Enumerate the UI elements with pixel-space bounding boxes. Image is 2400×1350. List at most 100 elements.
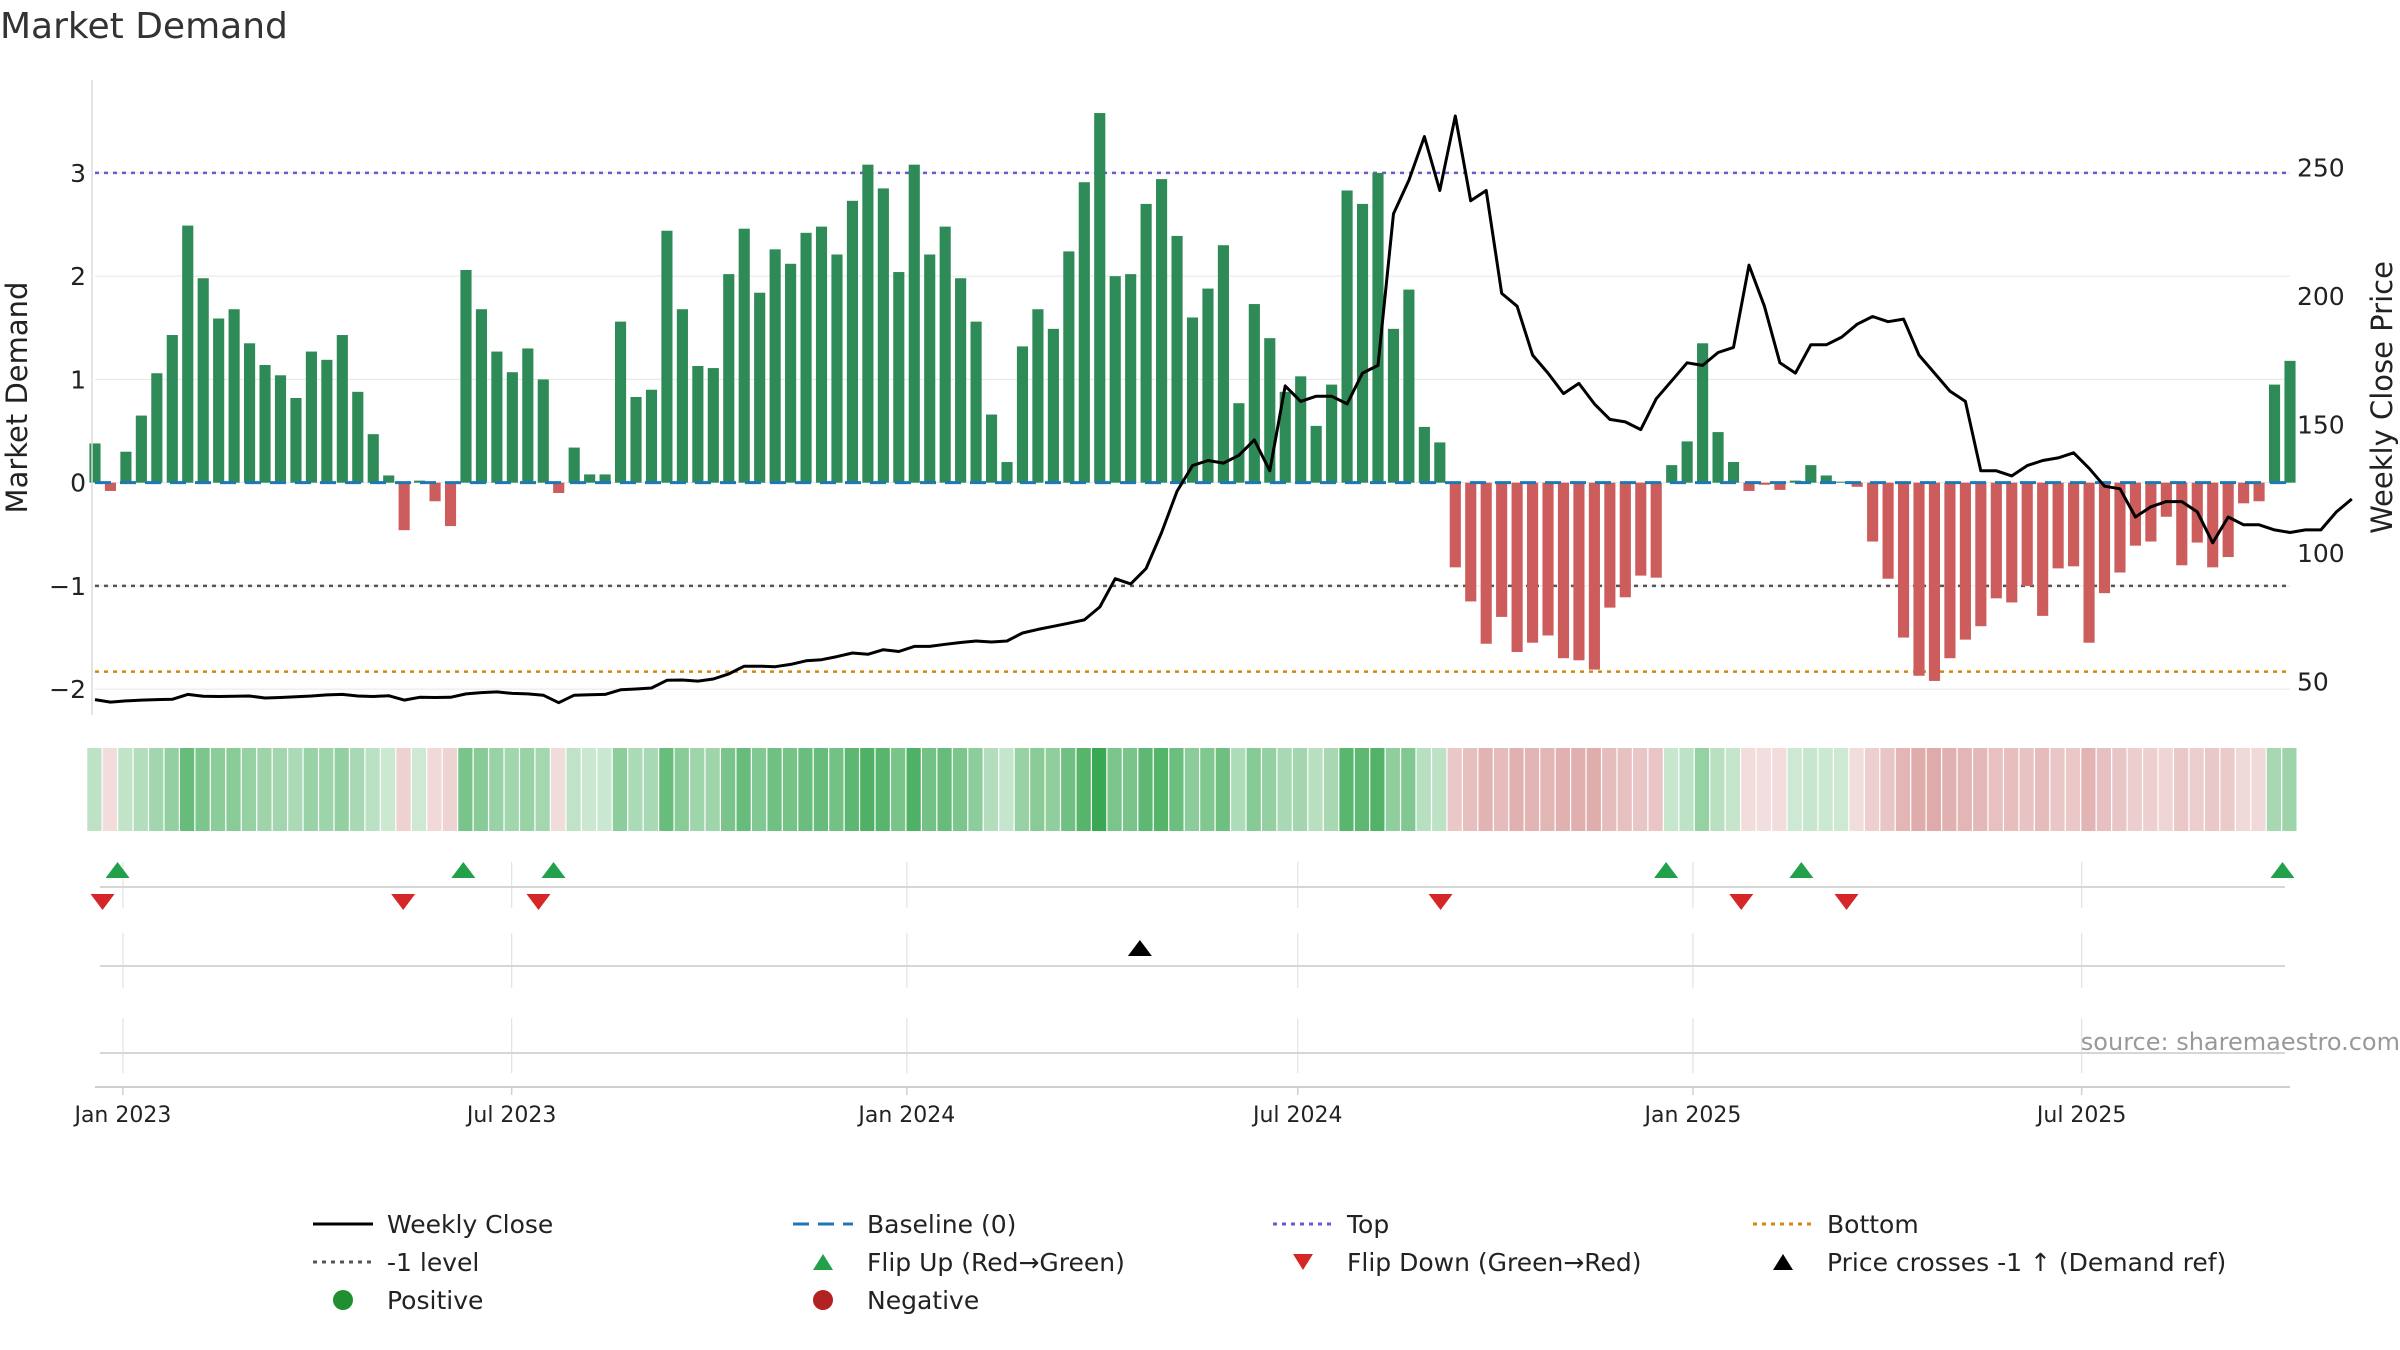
heat-strip-cell (365, 748, 380, 831)
heat-strip-cell (87, 748, 102, 831)
flip-down-marker (526, 894, 551, 910)
demand-bar (908, 164, 920, 483)
heat-strip-cell (1942, 748, 1957, 831)
legend-label: Flip Down (Green→Red) (1347, 1247, 1642, 1277)
heat-strip-cell (1849, 748, 1864, 831)
demand-bar (2253, 482, 2265, 502)
demand-bar (1588, 482, 1600, 670)
heat-strip-cell (1432, 748, 1447, 831)
heat-strip-cell (102, 748, 117, 831)
legend-item-cross: Price crosses -1 ↑ (Demand ref) (1753, 1243, 2226, 1281)
demand-bar (955, 278, 967, 483)
heat-strip-cell (1756, 748, 1771, 831)
price-line-layer (94, 114, 2353, 705)
heat-strip-cell (396, 748, 411, 831)
heat-strip-cell (1926, 748, 1941, 831)
axes: −2 −1 0 1 2 3 50 100 150 200 250 Market Demand Weekl… (0, 80, 2399, 1128)
demand-bar (1913, 482, 1925, 676)
heat-strip-cell (875, 748, 890, 831)
legend-swatch (313, 1260, 373, 1264)
demand-bar (1867, 482, 1879, 542)
legend-item-negative: Negative (793, 1281, 979, 1319)
demand-bar (1418, 426, 1430, 483)
heat-strip-cell (1231, 748, 1246, 831)
demand-bar (537, 379, 549, 483)
heat-strip-cell (2158, 748, 2173, 831)
heat-strip-cell (659, 748, 674, 831)
demand-bar (1202, 288, 1214, 483)
heat-strip-cell (535, 748, 550, 831)
heat-strip-cell (118, 748, 133, 831)
heat-strip-cell (721, 748, 736, 831)
heat-strip-cell (1957, 748, 1972, 831)
demand-bar (120, 451, 132, 483)
flip-down-marker (1834, 894, 1859, 910)
legend-item-weekly-close: Weekly Close (313, 1205, 553, 1243)
heat-strip-cell (921, 748, 937, 831)
heat-strip-cell (272, 748, 287, 831)
heat-strip-cell (1045, 748, 1060, 831)
demand-bar (1820, 475, 1832, 483)
x-tick-label: Jul 2025 (2035, 1103, 2127, 1128)
demand-bar (754, 292, 766, 483)
heat-strip-cell (2235, 748, 2251, 831)
heat-strip-cell (1308, 748, 1323, 831)
source-label: source: sharemaestro.com (2081, 1028, 2400, 1056)
heat-strip-cell (1772, 748, 1787, 831)
demand-bar (1758, 482, 1771, 485)
heat-strip-cell (2096, 748, 2111, 831)
heat-strip-cell (1200, 748, 1215, 831)
demand-bar (985, 414, 998, 483)
demand-bar (290, 398, 302, 483)
legend-item-flip-down: Flip Down (Green→Red) (1273, 1243, 1642, 1281)
heat-strip-cell (952, 748, 968, 831)
demand-bar (1697, 343, 1709, 483)
heat-strip-cell (906, 748, 921, 831)
demand-bar (460, 269, 472, 483)
heat-strip-cell (1076, 748, 1091, 831)
heat-strip-cell (2019, 748, 2034, 831)
heat-strip-cell (133, 748, 148, 831)
heat-strip-cell (1803, 748, 1818, 831)
heat-strip-cell (2034, 748, 2050, 831)
demand-bar (862, 164, 874, 483)
heat-strip-cell (798, 748, 813, 831)
heat-strip-cell (937, 748, 952, 831)
demand-bar (2160, 482, 2172, 517)
demand-bar (1542, 482, 1554, 636)
legend-swatch (793, 1222, 853, 1226)
heat-strip-cell (1571, 748, 1586, 831)
demand-bar (1712, 432, 1724, 483)
demand-bar (1527, 482, 1539, 643)
legend-label: Bottom (1827, 1209, 1919, 1239)
demand-bar (2021, 482, 2033, 586)
demand-bar (1449, 482, 1461, 568)
legend-label: Top (1347, 1209, 1390, 1239)
heat-strip-cell (1354, 748, 1370, 831)
y2-tick-label: 250 (2297, 153, 2345, 182)
demand-bar (2037, 482, 2049, 616)
demand-bar (1619, 482, 1631, 598)
demand-bar (1573, 482, 1585, 661)
legend-label: Flip Up (Red→Green) (867, 1247, 1125, 1277)
demand-bar (1836, 481, 1848, 483)
demand-bar (367, 434, 379, 483)
heat-strip-cell (1710, 748, 1725, 831)
demand-bar (1851, 482, 1863, 487)
heat-strip-cell (164, 748, 179, 831)
flip-down-marker (90, 894, 115, 910)
demand-bar (1635, 482, 1647, 576)
flip-down-marker (1729, 894, 1754, 910)
heat-strip-cell (1323, 748, 1339, 831)
heat-strip-cell (319, 748, 334, 831)
demand-bar (1650, 482, 1662, 578)
demand-bar (491, 351, 503, 483)
heat-strip-cell (813, 748, 829, 831)
demand-bar (2176, 482, 2188, 566)
demand-bar (1897, 482, 1910, 638)
demand-bar (1356, 203, 1369, 483)
heat-strip-cell (1014, 748, 1029, 831)
demand-bar (104, 482, 117, 491)
demand-bar (1944, 482, 1956, 659)
